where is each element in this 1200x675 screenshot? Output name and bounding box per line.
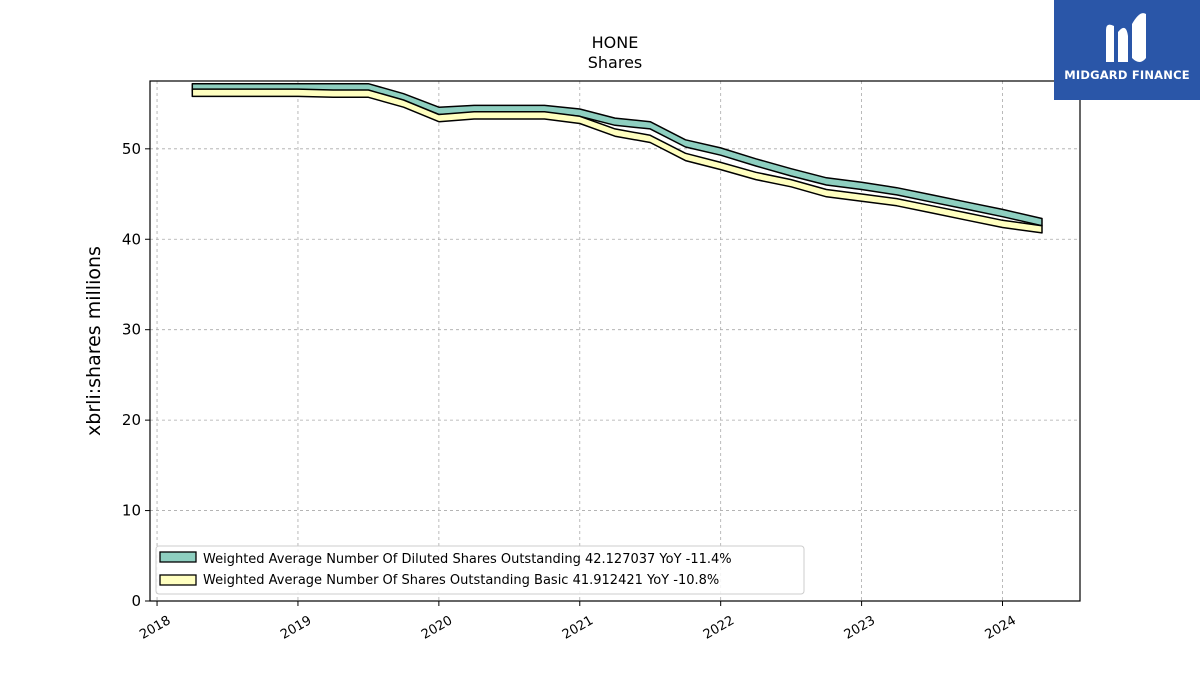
y-axis: 0 10 20 30 40 50 [122,140,150,610]
y-tick-label: 30 [122,321,141,339]
midgard-finance-logo: MIDGARD FINANCE [1054,0,1200,100]
x-tick-label: 2024 [983,613,1019,643]
y-tick-label: 0 [131,592,141,610]
y-tick-label: 10 [122,502,141,520]
x-tick-label: 2021 [560,613,596,643]
plot-frame [149,80,1081,602]
y-tick-label: 50 [122,140,141,158]
x-tick-label: 2023 [842,613,878,643]
x-tick-label: 2020 [419,613,455,643]
legend-label-diluted: Weighted Average Number Of Diluted Share… [203,552,732,567]
x-tick-label: 2018 [137,613,173,643]
series-areas [191,82,1043,234]
legend: Weighted Average Number Of Diluted Share… [155,545,805,595]
series-area-1 [191,88,1043,234]
y-tick-label: 20 [122,411,141,429]
x-tick-label: 2022 [701,613,737,643]
logo-text: MIDGARD FINANCE [1064,68,1190,82]
chart-title: HONE [592,33,639,52]
midgard-logo-icon [1106,13,1146,63]
chart-subtitle: Shares [588,53,643,72]
x-axis: 2018 2019 2020 2021 2022 2023 2024 [137,601,1019,643]
grid [150,81,1080,602]
x-tick-label: 2019 [278,613,314,643]
legend-box [155,545,805,595]
legend-swatch-basic [159,574,197,586]
y-axis-label: xbrli:shares millions [83,246,105,436]
y-tick-label: 40 [122,230,141,248]
legend-label-basic: Weighted Average Number Of Shares Outsta… [203,573,719,588]
legend-swatch-diluted [159,551,197,563]
